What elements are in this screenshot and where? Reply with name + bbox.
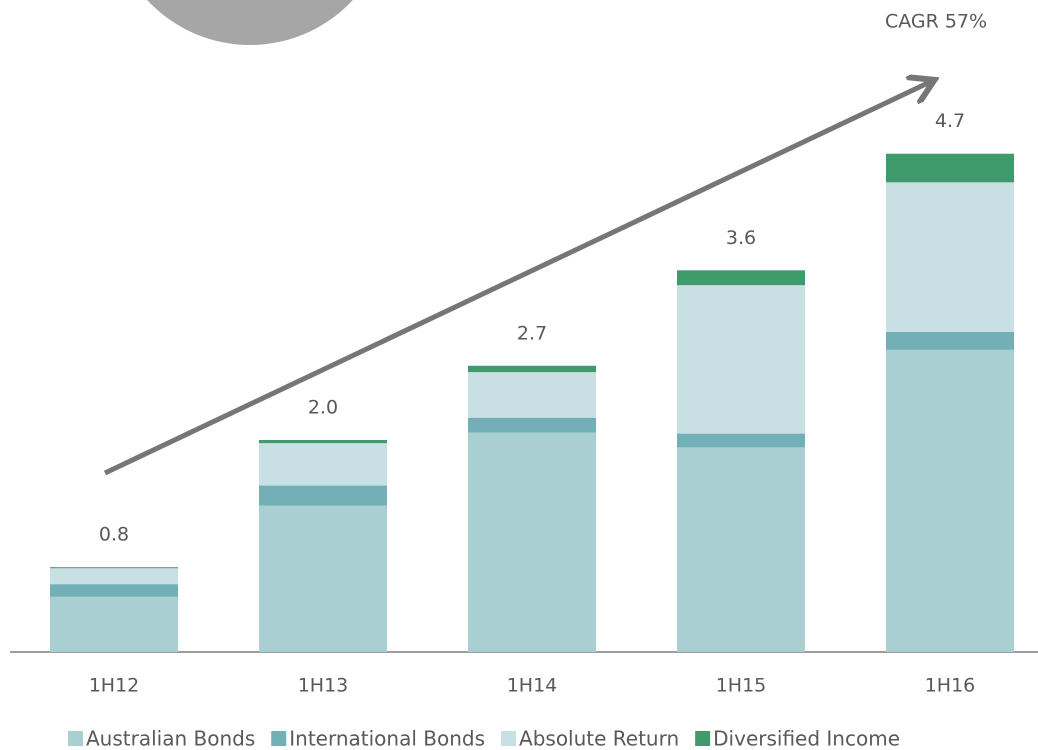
bar-segment bbox=[468, 432, 596, 652]
bar-segment bbox=[50, 596, 178, 652]
total-label: 3.6 bbox=[726, 227, 756, 249]
bar-segment bbox=[50, 567, 178, 569]
legend-swatch bbox=[68, 731, 83, 746]
bar-segment bbox=[677, 285, 805, 434]
legend-label: Absolute Return bbox=[519, 727, 679, 750]
legend-swatch bbox=[695, 731, 711, 746]
legend-label: Australian Bonds bbox=[86, 727, 255, 750]
total-label: 2.0 bbox=[308, 396, 338, 418]
bar-segment bbox=[259, 485, 387, 506]
legend-label: Diversified Income bbox=[713, 727, 900, 750]
x-tick-label: 1H15 bbox=[716, 675, 767, 697]
bar-segment bbox=[468, 417, 596, 433]
x-tick-label: 1H13 bbox=[298, 675, 349, 697]
bar-segment bbox=[886, 182, 1014, 332]
bar-segment bbox=[677, 433, 805, 448]
legend-swatch bbox=[271, 731, 287, 746]
bar-segment bbox=[468, 372, 596, 418]
bar-segment bbox=[886, 349, 1014, 652]
total-label: 0.8 bbox=[99, 524, 129, 546]
total-label: 4.7 bbox=[935, 110, 965, 132]
legend-label: International Bonds bbox=[289, 727, 485, 750]
decor-circle bbox=[147, 0, 353, 45]
trend-arrow bbox=[103, 82, 930, 476]
bar-segment bbox=[259, 443, 387, 486]
bar-segment bbox=[50, 568, 178, 585]
bar-segment bbox=[886, 331, 1014, 350]
x-tick-label: 1H16 bbox=[925, 675, 976, 697]
bar-segment bbox=[886, 153, 1014, 183]
bar-segment bbox=[259, 505, 387, 652]
x-tick-label: 1H12 bbox=[89, 675, 140, 697]
bar-segment bbox=[50, 584, 178, 597]
legend-swatch bbox=[501, 731, 517, 746]
bar-segment bbox=[259, 439, 387, 444]
annotation: CAGR 57% bbox=[885, 11, 987, 33]
bar-segment bbox=[468, 365, 596, 373]
bar-segment bbox=[677, 270, 805, 286]
bar-segment bbox=[677, 447, 805, 652]
x-tick-label: 1H14 bbox=[507, 675, 558, 697]
total-label: 2.7 bbox=[517, 322, 547, 344]
